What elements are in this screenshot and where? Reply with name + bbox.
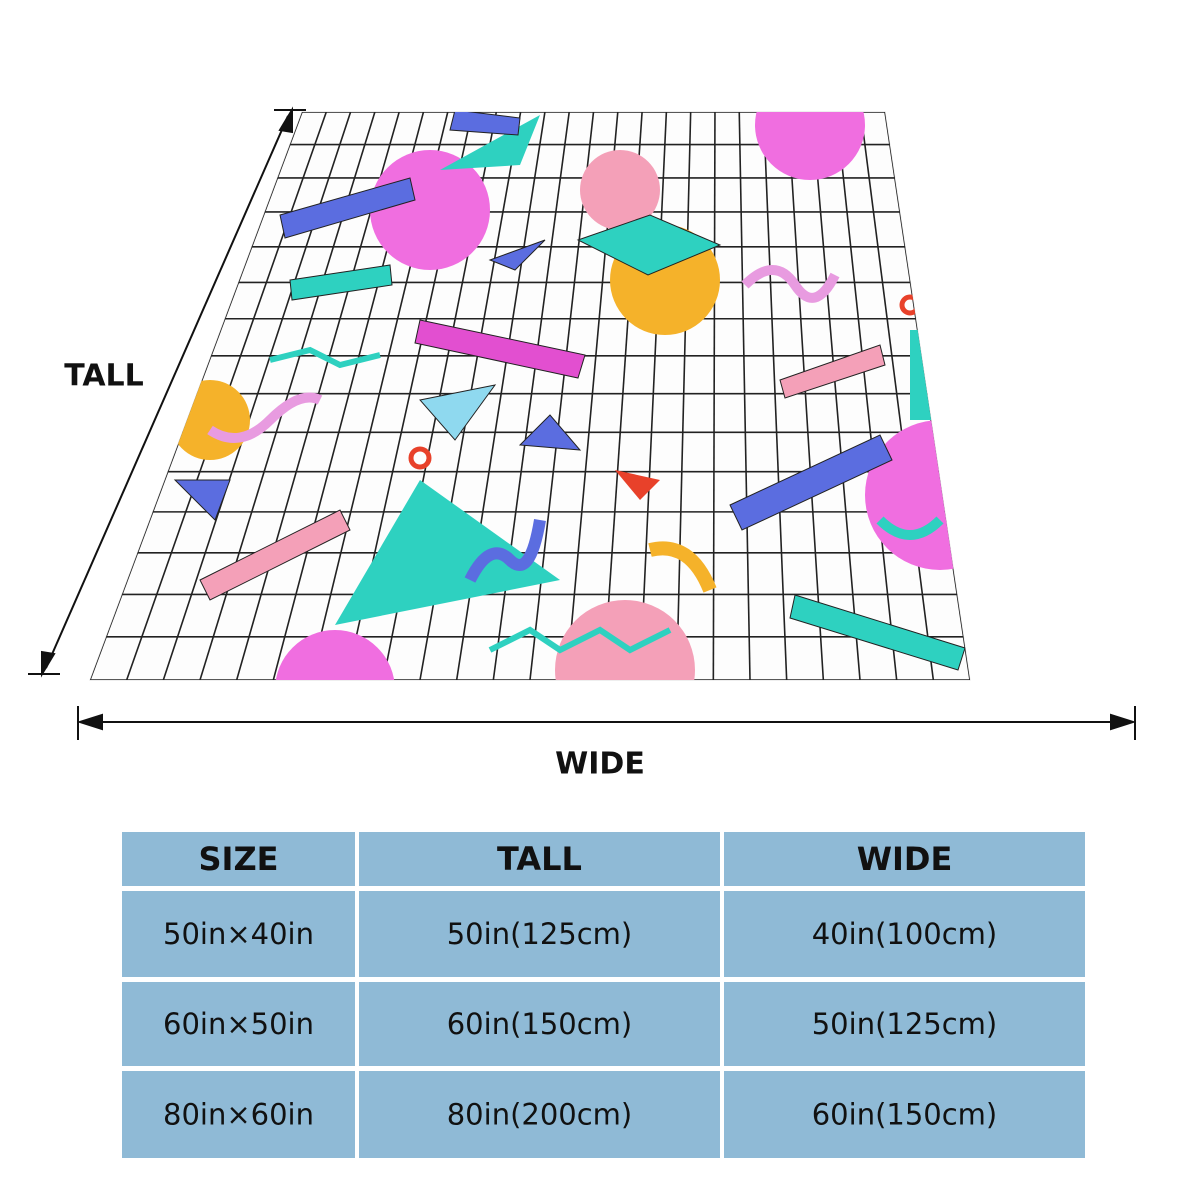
arrow-head [278,106,293,134]
shape [910,330,970,420]
table-cell [359,1071,720,1158]
arrow-head [1110,713,1137,731]
grid-line [835,112,898,680]
grid-line [639,112,668,680]
shape [985,599,1085,630]
shape [173,479,231,521]
grid-line [529,112,595,680]
cell-text: 50in(125cm) [812,1007,998,1041]
wide-label: WIDE [555,747,645,782]
shape [779,344,886,399]
header-text: TALL [497,840,582,878]
arrow-line [45,115,289,669]
blanket-pattern [170,112,1085,680]
header-text: SIZE [198,840,278,878]
grid-line [787,112,825,680]
cell-text: 40in(100cm) [812,917,998,951]
wide-arrow [76,706,1137,740]
shape [865,420,970,570]
shape [449,112,521,136]
cell-text: 60in(150cm) [812,1098,998,1132]
shape [419,384,497,441]
arrow-head [76,713,103,731]
shape [876,516,944,540]
cell-text: 80in(200cm) [447,1098,633,1132]
shape [414,319,586,379]
header-text: WIDE [857,840,953,878]
grid-line [762,112,788,680]
table-cell [359,982,720,1066]
grid-line [811,112,861,680]
table-cell [724,891,1085,977]
shape [269,346,381,369]
shape [207,392,323,443]
shape [279,177,416,239]
cell-text: 80in×60in [163,1098,314,1132]
size-table: SIZE TALL WIDE 50in×40in 50in(125cm) 40in(100… [122,832,1085,1158]
table-cell [724,982,1085,1066]
shape [755,112,865,180]
table-cell [122,891,355,977]
shape [648,541,717,593]
header-cell [359,832,720,886]
shape [275,630,395,680]
header-cell [724,832,1085,886]
header-cell [122,832,355,886]
shape [170,380,250,460]
shape [488,626,672,654]
shape [576,214,722,276]
shape [789,594,966,671]
shape [518,414,582,451]
shape [408,446,432,470]
shape [580,150,660,230]
shape [741,265,840,303]
shape [370,150,490,270]
table-cell [122,982,355,1066]
tall-label: TALL [64,359,144,394]
grid-line [738,112,751,680]
shape [555,600,695,680]
shape [289,264,393,301]
cell-text: 50in×40in [163,917,314,951]
grid-line [859,112,935,680]
shape [335,480,560,625]
cell-text: 60in×50in [163,1007,314,1041]
shape [488,239,546,271]
cell-text: 60in(150cm) [447,1007,633,1041]
arrow-head [41,650,56,678]
table-cell [724,1071,1085,1158]
shape [199,509,351,601]
shape [729,434,893,531]
cell-text: 50in(125cm) [447,917,633,951]
table-cell [359,891,720,977]
table-cell [122,1071,355,1158]
shape [615,470,660,500]
tall-arrow [28,106,306,678]
grid-line [675,112,692,680]
shape [464,518,546,583]
